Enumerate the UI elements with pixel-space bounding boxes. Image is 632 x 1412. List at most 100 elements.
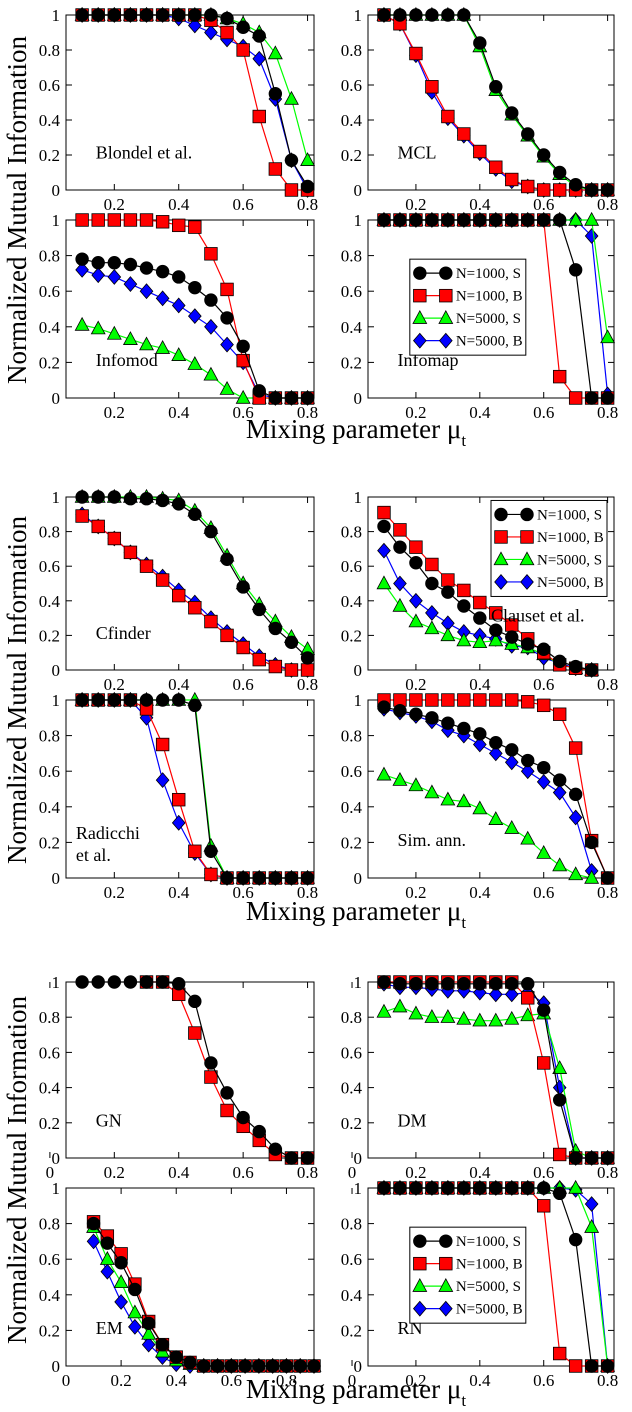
legend: N=1000, S N=1000, B N=5000, S N=5000, B xyxy=(490,499,608,597)
data-point xyxy=(424,784,440,799)
y-tick-label: 0.6 xyxy=(341,762,362,781)
data-point xyxy=(537,698,551,713)
data-point xyxy=(536,773,551,790)
legend-label: N=1000, B xyxy=(456,289,523,305)
x-tick-label: 0.8 xyxy=(297,195,318,214)
data-point xyxy=(252,109,266,124)
data-point xyxy=(172,270,186,284)
data-point xyxy=(204,524,218,539)
data-point xyxy=(440,1009,456,1023)
x-tick-label: 0.2 xyxy=(104,883,125,902)
data-point xyxy=(107,8,122,22)
x-tick-label: 0.4 xyxy=(469,675,491,694)
legend-label: N=5000, B xyxy=(537,575,604,591)
y-tick-label: 0.4 xyxy=(39,1286,61,1305)
panel-title: DM xyxy=(398,1110,427,1130)
data-point xyxy=(520,763,535,780)
data-point xyxy=(300,871,315,885)
data-point xyxy=(600,871,615,885)
data-point xyxy=(537,1003,551,1017)
x-tick-label: 0.4 xyxy=(469,195,491,214)
data-point xyxy=(155,340,171,354)
x-tick-label: 0.8 xyxy=(297,675,318,694)
data-point xyxy=(409,540,423,554)
y-tick-label: 0.8 xyxy=(341,41,362,60)
panels: 0 0.2 0.4 0.6 0.8 1 0.2 0.4 0.6 0.8 Blondel et al.… xyxy=(39,6,618,1390)
data-point xyxy=(155,737,170,752)
y-axis-label-group3: Normalized Mutual Information xyxy=(2,996,32,1344)
data-point xyxy=(123,276,138,292)
y-tick-label: 1 xyxy=(52,488,61,507)
data-point xyxy=(552,1093,567,1107)
y-tick-label: 0.8 xyxy=(39,247,60,266)
data-point xyxy=(409,592,423,609)
data-point xyxy=(236,871,250,885)
y-tick-label: 0.6 xyxy=(341,1250,362,1269)
x-tick-label: 0.8 xyxy=(297,883,318,902)
x-tick-label: 0.6 xyxy=(233,675,254,694)
y-tick-label: 0.8 xyxy=(341,1008,362,1027)
x-axis-label-group2: Mixing parameter μt xyxy=(246,896,466,932)
data-point xyxy=(188,1026,202,1040)
data-point xyxy=(204,867,218,882)
data-point xyxy=(128,1282,142,1297)
data-point xyxy=(408,1005,424,1020)
y-tick-label: 0.8 xyxy=(39,1008,60,1027)
data-point xyxy=(473,727,487,741)
data-point xyxy=(252,602,266,617)
y-tick-label: 0.4 xyxy=(341,318,363,337)
data-point xyxy=(504,820,520,834)
data-point xyxy=(393,8,407,22)
data-point xyxy=(123,693,138,707)
data-point xyxy=(473,595,487,610)
data-point xyxy=(128,1318,142,1335)
data-point xyxy=(536,844,552,859)
x-tick-label: 0.2 xyxy=(104,675,125,694)
data-point xyxy=(139,492,154,506)
legend-marker xyxy=(439,1256,453,1271)
data-point xyxy=(409,213,423,227)
data-point xyxy=(123,257,138,272)
data-point xyxy=(584,869,600,884)
data-point xyxy=(307,1359,321,1373)
data-point xyxy=(252,29,266,43)
data-point xyxy=(188,507,202,522)
data-point xyxy=(600,1151,615,1165)
legend-marker xyxy=(494,530,508,544)
y-tick-label: 0.4 xyxy=(341,592,363,611)
legend-box xyxy=(409,258,527,356)
data-point xyxy=(91,267,106,284)
x-tick-label: 0.4 xyxy=(469,1163,491,1182)
data-point xyxy=(457,8,471,22)
data-point xyxy=(489,80,503,94)
data-point xyxy=(139,693,154,707)
panel-title-line: Clauset et al. xyxy=(491,606,584,626)
plot-frame xyxy=(65,496,315,671)
data-point xyxy=(114,1256,128,1270)
legend-label: N=5000, B xyxy=(456,334,523,350)
data-point xyxy=(284,391,299,405)
y-tick-label: 0.8 xyxy=(341,523,362,542)
y-tick-label: 0.6 xyxy=(341,282,362,301)
x-tick-label: 0.2 xyxy=(405,1371,426,1390)
x-axis-label-group1: Mixing parameter μt xyxy=(246,414,466,450)
data-point xyxy=(521,179,535,194)
series-line xyxy=(82,981,308,1159)
data-point xyxy=(139,8,154,22)
data-point xyxy=(568,1232,583,1247)
x-tick-label: 0.8 xyxy=(297,403,318,422)
data-point xyxy=(284,183,299,197)
panel-sim-ann: 0 0.2 0.4 0.6 0.8 1 0.2 0.4 0.6 0.8 Sim. ann. xyxy=(341,691,618,902)
panel-title: EM xyxy=(96,1318,123,1338)
data-point xyxy=(300,152,316,166)
x-tick-label: 0.2 xyxy=(405,1163,426,1182)
data-point xyxy=(457,213,471,227)
data-point xyxy=(300,651,315,665)
data-point xyxy=(409,1181,423,1195)
x-axis-label-text: Mixing parameter xyxy=(246,414,447,444)
data-point xyxy=(268,87,283,101)
data-point xyxy=(521,127,535,141)
legend-marker xyxy=(519,551,535,566)
data-point xyxy=(236,43,250,57)
